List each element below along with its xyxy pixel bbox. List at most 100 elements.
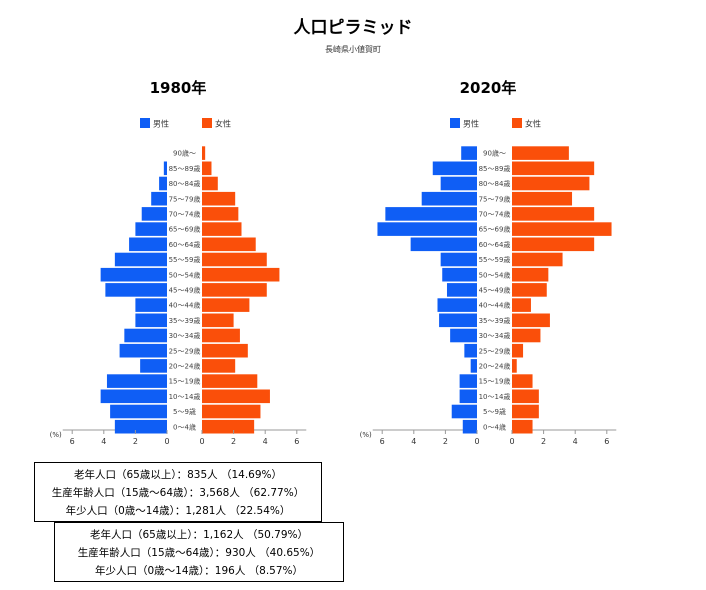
summary-working-1980: 生産年齢人口（15歳～64歳）：3,568人 （62.77%） (51, 487, 305, 499)
category-label: 25～29歳 (169, 346, 201, 355)
category-label: 50～54歳 (169, 270, 201, 279)
bar-male (462, 419, 477, 434)
bar-female (512, 328, 541, 343)
summary-elderly-1980: 老年人口（65歳以上）：835人 （14.69%） (73, 469, 283, 481)
category-label: 55～59歳 (169, 255, 201, 264)
bar-male (442, 267, 477, 282)
category-label: 90歳～ (483, 149, 506, 158)
category-label: 60～64歳 (169, 240, 201, 249)
category-label: 40～44歳 (479, 301, 511, 310)
bar-male (432, 161, 477, 176)
category-label: 40～44歳 (169, 301, 201, 310)
bar-female (202, 267, 280, 282)
x-tick-label: 0 (199, 437, 204, 446)
x-tick-label: 0 (509, 437, 514, 446)
category-label: 75～79歳 (169, 194, 201, 203)
x-unit-label: (%) (50, 431, 62, 439)
bar-male (135, 298, 167, 312)
bar-male (464, 343, 477, 358)
x-tick-label: 2 (541, 437, 546, 446)
bar-male (151, 191, 167, 206)
bar-female (202, 146, 206, 160)
x-tick-label: 4 (573, 437, 578, 446)
category-label: 35～39歳 (169, 316, 201, 325)
category-label: 55～59歳 (479, 255, 511, 264)
category-label: 65～69歳 (479, 225, 511, 234)
bar-female (512, 207, 595, 221)
category-label: 30～34歳 (169, 331, 201, 340)
x-tick-label: 6 (604, 437, 609, 446)
x-tick-label: 4 (411, 437, 416, 446)
category-label: 15～19歳 (169, 377, 201, 386)
summary-youth-2020: 年少人口（0歳～14歳）：196人 （8.57%） (94, 565, 304, 577)
summary-elderly-2020: 老年人口（65歳以上）：1,162人 （50.79%） (89, 529, 309, 541)
bar-female (202, 207, 239, 221)
bar-male (124, 328, 167, 343)
bar-male (100, 267, 167, 282)
category-label: 20～24歳 (479, 362, 511, 371)
x-tick-label: 4 (263, 437, 268, 446)
category-label: 15～19歳 (479, 377, 511, 386)
legend-swatch (202, 118, 212, 128)
bar-female (512, 404, 539, 419)
summary-box-1980: 老年人口（65歳以上）：835人 （14.69%） 生産年齢人口（15歳～64歳… (34, 462, 322, 522)
bar-female (202, 222, 242, 236)
category-label: 60～64歳 (479, 240, 511, 249)
x-unit-label: (%) (360, 431, 372, 439)
category-label: 70～74歳 (169, 210, 201, 219)
category-label: 10～14歳 (169, 392, 201, 401)
category-label: 20～24歳 (169, 362, 201, 371)
bar-female (202, 176, 218, 191)
bar-male (135, 313, 167, 328)
page-subtitle: 長崎県小値賀町 (325, 45, 381, 54)
bar-male (141, 207, 167, 221)
chart-title: 1980年 (150, 79, 207, 97)
x-tick-label: 2 (133, 437, 138, 446)
summary-youth-1980: 年少人口（0歳～14歳）：1,281人 （22.54%） (65, 505, 291, 517)
category-label: 10～14歳 (479, 392, 511, 401)
bar-male (106, 374, 167, 388)
bar-male (105, 283, 167, 297)
bar-female (202, 298, 250, 312)
bar-female (202, 389, 270, 404)
bar-male (114, 419, 167, 434)
legend-swatch (512, 118, 522, 128)
bar-female (202, 404, 261, 419)
legend-swatch (450, 118, 460, 128)
category-label: 85～89歳 (479, 164, 511, 173)
bar-female (512, 267, 549, 282)
bar-female (512, 298, 531, 312)
bar-female (512, 222, 612, 236)
bar-female (202, 359, 236, 373)
category-label: 45～49歳 (479, 286, 511, 295)
bar-female (512, 146, 569, 160)
bar-male (461, 146, 477, 160)
bar-female (202, 419, 255, 434)
x-tick-label: 6 (70, 437, 75, 446)
category-label: 50～54歳 (479, 270, 511, 279)
category-label: 25～29歳 (479, 346, 511, 355)
bar-male (450, 328, 477, 343)
bar-female (202, 313, 234, 328)
chart-title: 2020年 (460, 79, 517, 97)
bar-male (440, 252, 477, 267)
bar-male (135, 222, 167, 236)
bar-male (100, 389, 167, 404)
bar-male (129, 237, 167, 252)
x-tick-label: 2 (231, 437, 236, 446)
category-label: 5～9歳 (483, 407, 506, 416)
category-label: 75～79歳 (479, 194, 511, 203)
bar-female (512, 237, 595, 252)
summary-working-2020: 生産年齢人口（15歳～64歳）：930人 （40.65%） (77, 547, 321, 559)
legend-label: 男性 (153, 119, 169, 129)
category-label: 30～34歳 (479, 331, 511, 340)
x-tick-label: 2 (443, 437, 448, 446)
bar-male (377, 222, 477, 236)
x-tick-label: 0 (474, 437, 479, 446)
bar-female (512, 343, 524, 358)
bar-female (512, 389, 539, 404)
bar-female (512, 252, 563, 267)
category-label: 0～4歳 (483, 422, 506, 431)
